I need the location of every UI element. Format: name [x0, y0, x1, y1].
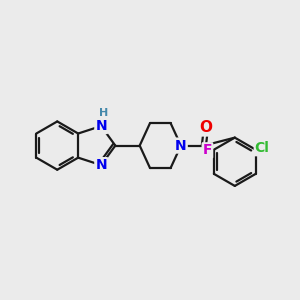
Text: F: F: [203, 143, 212, 157]
Text: N: N: [175, 139, 187, 153]
Text: N: N: [95, 158, 107, 172]
Text: H: H: [99, 108, 109, 118]
Text: Cl: Cl: [255, 141, 270, 155]
Text: N: N: [95, 119, 107, 133]
Text: O: O: [200, 120, 212, 135]
